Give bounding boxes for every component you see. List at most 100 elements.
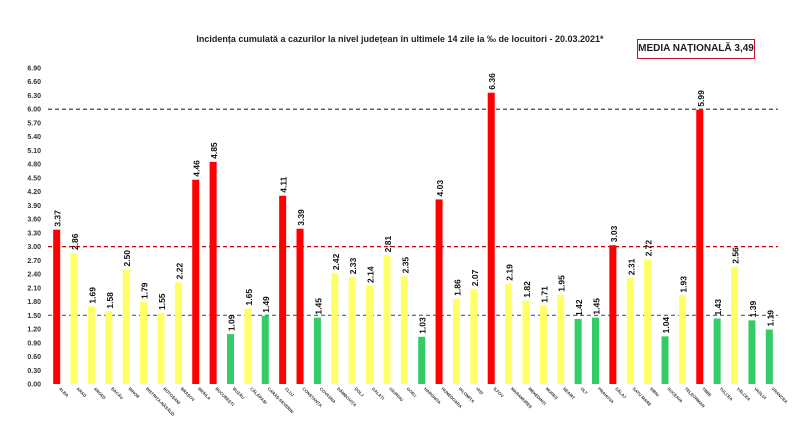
bar-neamț <box>557 294 565 384</box>
bar-giurgiu <box>383 255 391 384</box>
value-label: 2.31 <box>626 258 636 275</box>
value-label: 4.46 <box>192 160 202 177</box>
value-label: 1.79 <box>140 282 150 299</box>
y-axis: 0.00 0.30 0.60 0.90 1.20 1.50 1.80 2.10 2.40 2.70… <box>27 66 41 389</box>
value-label: 2.81 <box>383 235 393 252</box>
value-label: 1.69 <box>87 287 97 304</box>
y-tick-label: 5.40 <box>27 134 41 141</box>
y-tick-label: 2.70 <box>27 258 41 265</box>
value-label: 2.72 <box>644 240 654 257</box>
x-tick-label: TULCEA <box>718 386 734 402</box>
bar-bihor <box>122 269 130 384</box>
bar-arad <box>70 253 78 384</box>
value-label: 1.93 <box>678 276 688 293</box>
value-label: 2.14 <box>366 266 376 283</box>
y-tick-label: 0.60 <box>27 354 41 361</box>
chart-title: Incidența cumulată a cazurilor la nivel … <box>196 34 604 44</box>
y-tick-label: 6.60 <box>27 79 41 86</box>
y-tick-label: 2.40 <box>27 272 41 279</box>
value-label: 2.50 <box>122 250 132 267</box>
value-label: 2.42 <box>331 253 341 270</box>
value-label: 3.39 <box>296 209 306 226</box>
x-tick-label: BUZĂU <box>232 386 246 400</box>
value-label: 1.58 <box>105 292 115 309</box>
x-tick-label: ALBA <box>58 386 70 398</box>
national-average-box: MEDIA NAȚIONALĂ 3,49 <box>637 39 755 59</box>
value-label: 1.86 <box>452 279 462 296</box>
x-tick-label: HARGHITA <box>423 386 442 405</box>
x-tick-label: SUCEAVA <box>666 386 684 404</box>
value-label: 4.85 <box>209 142 219 159</box>
value-label: 2.56 <box>731 247 741 264</box>
bar-teleorman <box>678 295 686 384</box>
value-label: 3.03 <box>609 225 619 242</box>
x-tick-label: CLUJ <box>284 386 296 398</box>
x-tick-label: TIMIȘ <box>701 386 713 398</box>
value-label: 6.36 <box>487 73 497 90</box>
bar-caraș-severin <box>261 315 269 384</box>
bar-iași <box>470 289 478 384</box>
value-label: 1.42 <box>574 299 584 316</box>
bar-vrancea <box>765 329 773 384</box>
bar-brașov <box>174 282 182 384</box>
value-label: 1.04 <box>661 317 671 334</box>
bar-prahova <box>592 317 599 384</box>
x-tick-label: BACĂU <box>110 386 124 400</box>
value-label: 2.07 <box>470 269 480 286</box>
value-label: 4.11 <box>279 176 289 192</box>
y-tick-label: 1.50 <box>27 313 41 320</box>
y-tick-label: 6.30 <box>27 93 41 100</box>
bar-bucurești <box>209 161 217 384</box>
bar-constanța <box>296 228 304 384</box>
bar-bacău <box>105 311 113 384</box>
x-tick-label: ARGEȘ <box>93 386 107 400</box>
y-tick-label: 3.30 <box>27 230 41 237</box>
bar-mureș <box>539 305 547 384</box>
bar-suceava <box>661 336 669 384</box>
bar-sibiu <box>644 259 652 384</box>
bar-covasna <box>313 317 321 384</box>
bar-satu-mare <box>626 278 634 384</box>
bar-călărași <box>244 308 252 384</box>
value-label: 1.43 <box>713 299 723 316</box>
bar-timiș <box>696 109 704 385</box>
x-tick-label: ARAD <box>75 386 87 398</box>
y-tick-label: 5.10 <box>27 148 41 155</box>
y-tick-label: 0.00 <box>27 382 41 389</box>
bar-buzău <box>227 334 234 384</box>
value-label: 1.95 <box>557 275 567 292</box>
bar-argeș <box>87 306 95 384</box>
bar-vaslui <box>748 320 756 384</box>
value-label: 1.45 <box>313 298 323 315</box>
bar-gorj <box>400 276 408 384</box>
y-tick-label: 1.20 <box>27 327 41 334</box>
y-tick-label: 2.10 <box>27 285 41 292</box>
bar-dolj <box>348 277 356 384</box>
y-tick-label: 6.90 <box>27 66 41 73</box>
bar-vâlcea <box>731 266 739 384</box>
value-label: 1.19 <box>765 310 775 327</box>
x-tick-label: VASLUI <box>753 386 767 400</box>
bar-olt <box>574 318 582 384</box>
y-tick-label: 4.20 <box>27 189 41 196</box>
bar-bistrița-năsăud <box>140 302 148 384</box>
x-tick-label: GALAȚI <box>371 386 386 401</box>
x-tick-label: OLT <box>579 386 589 396</box>
value-label: 4.03 <box>435 180 445 197</box>
x-tick-label: SĂLAJ <box>614 386 628 400</box>
value-label: 1.65 <box>244 289 254 306</box>
value-label: 2.35 <box>400 257 410 274</box>
x-tick-label: PRAHOVA <box>597 386 615 404</box>
value-label: 1.55 <box>157 293 167 310</box>
y-tick-label: 3.90 <box>27 203 41 210</box>
value-label: 2.19 <box>505 264 515 281</box>
bar-galați <box>366 285 374 384</box>
x-tick-label: SIBIU <box>649 386 660 397</box>
value-label: 2.86 <box>70 233 80 250</box>
bar-tulcea <box>713 318 721 384</box>
x-tick-label: BRĂILA <box>197 386 212 401</box>
y-tick-label: 3.60 <box>27 217 41 224</box>
bar-maramureș <box>505 283 513 384</box>
value-label: 1.71 <box>539 286 549 303</box>
bar-mehedinți <box>522 300 530 384</box>
